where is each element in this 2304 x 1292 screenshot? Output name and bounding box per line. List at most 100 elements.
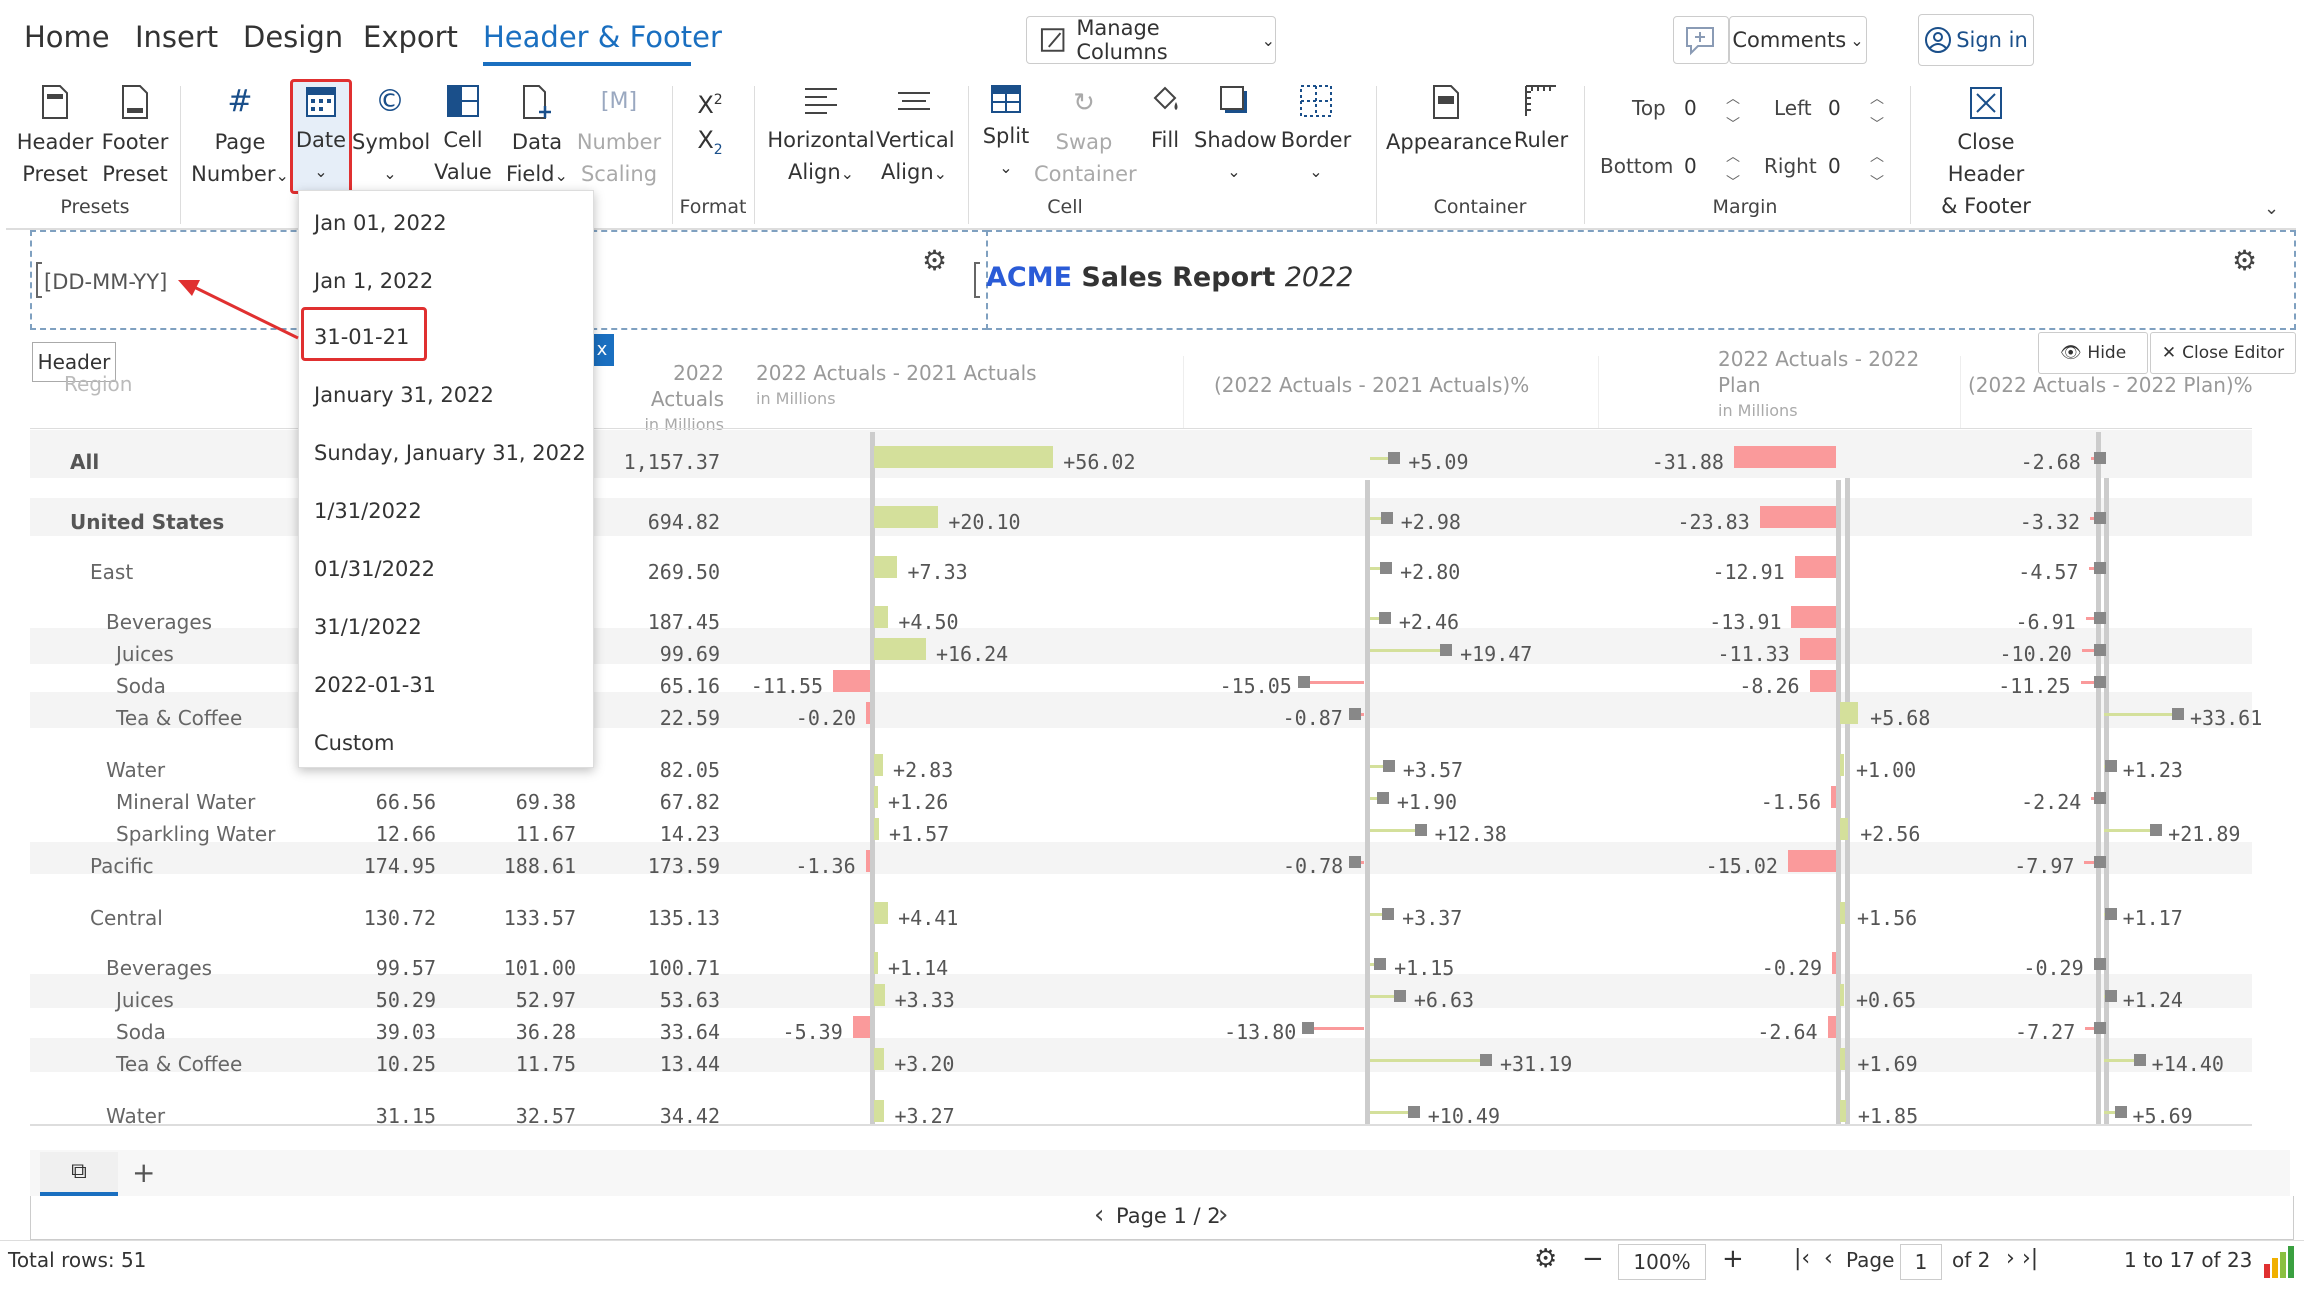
gear-icon[interactable]: ⚙: [1534, 1244, 1558, 1274]
symbol-button[interactable]: © Symbol ⌄: [352, 84, 430, 190]
date-option-8[interactable]: 31/1/2022: [314, 615, 422, 639]
prev-page-icon[interactable]: ‹: [1824, 1246, 1833, 1271]
close-icon: [1970, 87, 2002, 119]
add-sheet-icon[interactable]: +: [132, 1156, 156, 1189]
page-number-button[interactable]: # Page Number⌄: [190, 84, 290, 192]
data-field-button[interactable]: Data Field⌄: [502, 84, 572, 192]
appearance-button[interactable]: Appearance: [1386, 84, 1512, 158]
tab-header-footer[interactable]: Header & Footer: [483, 20, 722, 54]
zoom-out-button[interactable]: −: [1582, 1244, 1604, 1274]
pager-text: Page 1 / 2: [1116, 1204, 1221, 1228]
margin-left-input[interactable]: 0: [1828, 96, 1841, 120]
margin-bottom-stepper[interactable]: ︿ ﹀: [1726, 149, 1740, 191]
date-option-2[interactable]: Jan 1, 2022: [314, 269, 434, 293]
hash-icon: #: [227, 84, 253, 119]
pct-marker: [1380, 562, 1393, 574]
row-label: Tea & Coffee: [116, 706, 243, 730]
date-option-7[interactable]: 01/31/2022: [314, 557, 436, 581]
tab-insert[interactable]: Insert: [135, 20, 219, 54]
margin-left-stepper[interactable]: ︿ ﹀: [1870, 91, 1884, 133]
zoom-input[interactable]: 100%: [1618, 1244, 1706, 1280]
split-button[interactable]: Split ⌄: [976, 84, 1036, 184]
plan-bar: [1759, 506, 1836, 528]
cell-value-button[interactable]: Cell Value: [428, 84, 498, 188]
tab-design[interactable]: Design: [243, 20, 344, 54]
date-option-custom[interactable]: Custom: [314, 731, 395, 755]
footer-preset-button[interactable]: Footer Preset: [98, 84, 172, 190]
header-preset-button[interactable]: Header Preset: [16, 84, 94, 190]
date-option-9[interactable]: 2022-01-31: [314, 673, 437, 697]
zoom-in-button[interactable]: +: [1722, 1244, 1744, 1274]
date-option-5[interactable]: Sunday, January 31, 2022: [314, 441, 586, 465]
swap-container-button[interactable]: ↻ Swap Container: [1034, 86, 1137, 190]
pager-prev-icon[interactable]: ‹: [1094, 1200, 1105, 1230]
manage-columns-button[interactable]: Manage Columns ⌄: [1026, 16, 1276, 64]
sheet-tab-active[interactable]: ⧉: [40, 1152, 118, 1196]
last-page-icon[interactable]: ›|: [2022, 1246, 2039, 1271]
tab-home[interactable]: Home: [24, 20, 110, 54]
fill-button[interactable]: Fill: [1144, 84, 1186, 156]
close-header-footer-button[interactable]: Close Header & Footer: [1916, 86, 2056, 222]
margin-top-stepper[interactable]: ︿ ﹀: [1726, 91, 1740, 133]
sign-in-button[interactable]: Sign in: [1918, 14, 2034, 66]
header-right-container[interactable]: [986, 230, 2296, 330]
shadow-button[interactable]: Shadow ⌄: [1194, 84, 1277, 188]
margin-right-stepper[interactable]: ︿ ﹀: [1870, 149, 1884, 191]
cell-2022-actuals: 100.71: [647, 956, 720, 980]
next-page-icon[interactable]: ›: [2006, 1246, 2015, 1271]
ribbon-separator: [968, 86, 969, 224]
date-option-6[interactable]: 1/31/2022: [314, 499, 422, 523]
comments-dropdown[interactable]: Comments ⌄: [1729, 16, 1867, 64]
report-title[interactable]: ACME Sales Report 2022: [986, 262, 1353, 293]
gear-icon[interactable]: ⚙: [2232, 244, 2258, 277]
date-button[interactable]: Date ⌄: [292, 84, 350, 188]
date-option-1[interactable]: Jan 01, 2022: [314, 211, 447, 235]
chevron-down-icon: ⌄: [1309, 162, 1323, 181]
pct-marker: [1297, 676, 1310, 688]
pct-marker: [1302, 1022, 1315, 1034]
hide-button[interactable]: 👁 Hide: [2038, 332, 2148, 374]
pct-line: [1370, 617, 1379, 620]
data-field-icon: [523, 85, 551, 119]
gear-icon[interactable]: ⚙: [922, 244, 948, 277]
ribbon-separator: [1376, 86, 1377, 224]
subscript-button[interactable]: X2: [690, 124, 730, 166]
ruler-icon: [1525, 85, 1556, 116]
number-scaling-button[interactable]: [M] Number Scaling: [576, 84, 662, 190]
plan-label: -31.88: [1651, 450, 1724, 474]
comment-add-button[interactable]: [1673, 16, 1729, 64]
date-option-4[interactable]: January 31, 2022: [314, 383, 494, 407]
close-editor-button[interactable]: ✕ Close Editor: [2150, 332, 2296, 374]
vertical-align-button[interactable]: Vertical Align⌄: [876, 84, 955, 190]
pager-next-icon[interactable]: ›: [1218, 1200, 1229, 1230]
plan-pct-label: -10.20: [1999, 642, 2072, 666]
row-stripe: [30, 974, 2252, 1008]
superscript-button[interactable]: X2: [690, 84, 730, 121]
cell-2022-actuals: 694.82: [647, 510, 720, 534]
date-option-3[interactable]: 31-01-21: [314, 325, 410, 349]
page-input[interactable]: 1: [1900, 1244, 1942, 1280]
border-icon: [1300, 85, 1332, 117]
cell-2022-actuals: 67.82: [659, 790, 720, 814]
margin-bottom-input[interactable]: 0: [1684, 154, 1697, 178]
ribbon-separator: [180, 86, 181, 224]
margin-right-input[interactable]: 0: [1828, 154, 1841, 178]
tab-export[interactable]: Export: [363, 20, 458, 54]
active-tab-indicator: [483, 62, 691, 66]
ribbon-collapse-icon[interactable]: ⌄: [2264, 198, 2280, 219]
ruler-button[interactable]: Ruler: [1508, 84, 1574, 156]
diff-label: +16.24: [935, 642, 1009, 666]
first-page-icon[interactable]: |‹: [1794, 1246, 1811, 1271]
cell-2021: 36.28: [515, 1020, 576, 1044]
plan-pct-marker: [2094, 612, 2106, 624]
close-x-tab[interactable]: x: [590, 334, 614, 366]
margin-top-input[interactable]: 0: [1684, 96, 1697, 120]
plan-bar: [1794, 556, 1836, 578]
bar-chart-logo-icon: [2264, 1246, 2294, 1278]
pct-label: +2.98: [1400, 510, 1461, 534]
horizontal-align-button[interactable]: Horizontal Align⌄: [766, 84, 876, 190]
header-date-placeholder[interactable]: [DD-MM-YY]: [44, 270, 168, 294]
diff-bar: [874, 818, 880, 840]
col-divider: [1183, 356, 1184, 428]
border-button[interactable]: Border ⌄: [1280, 84, 1352, 188]
